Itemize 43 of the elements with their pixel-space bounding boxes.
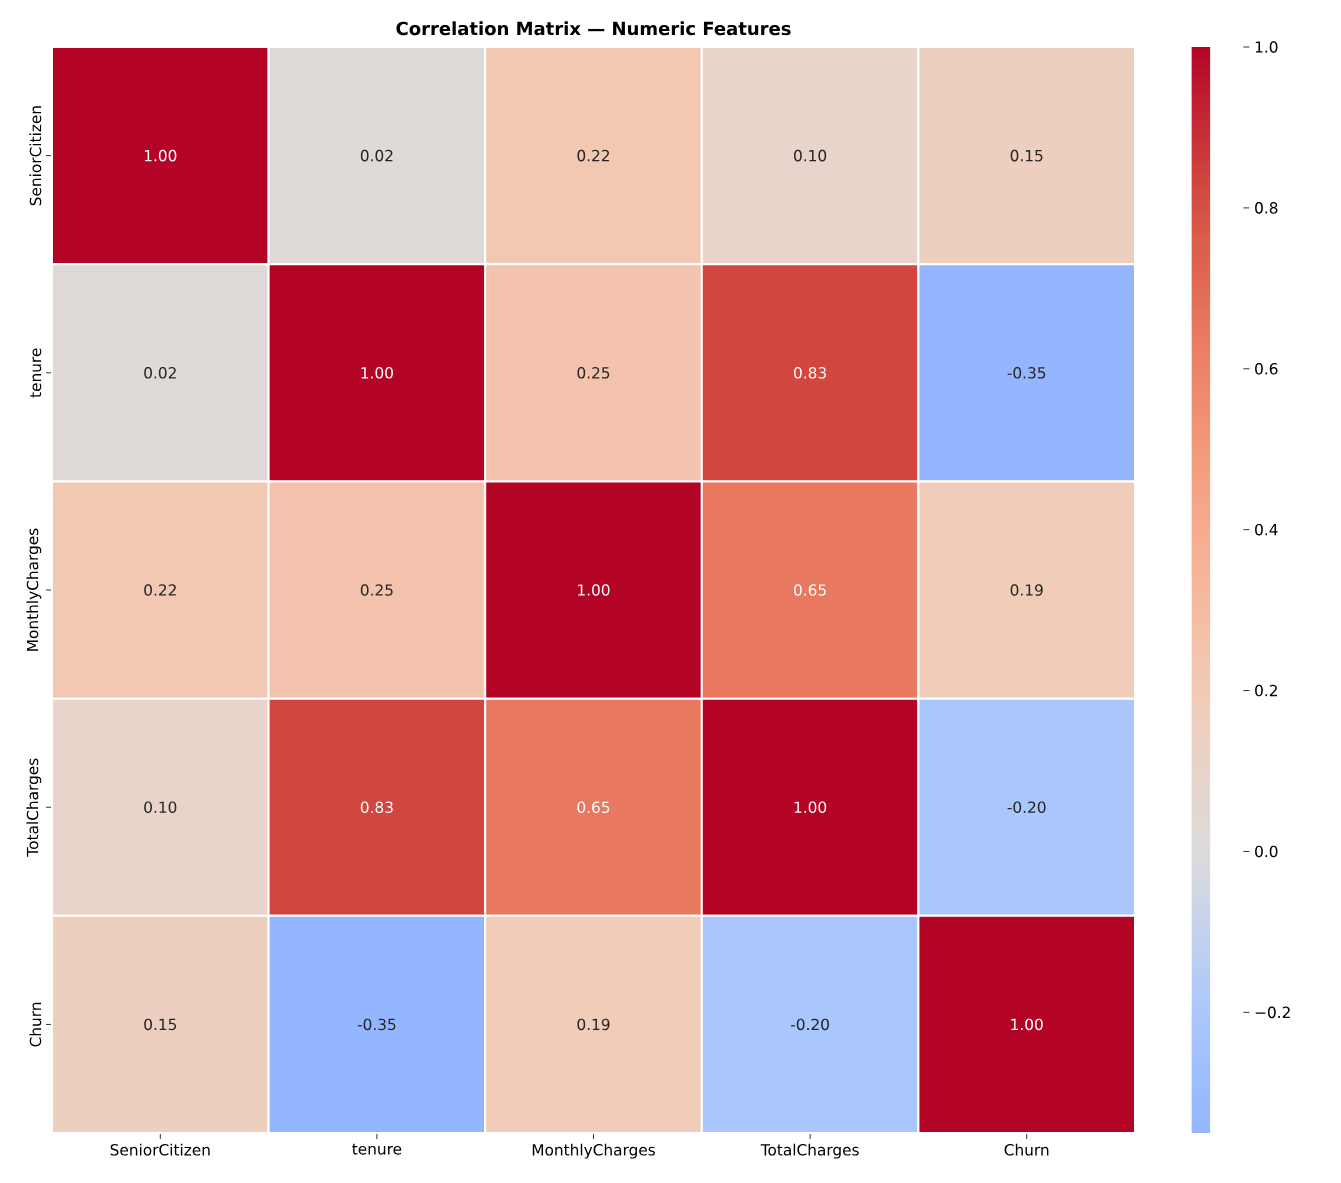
data-label: -0.20 xyxy=(791,1018,829,1031)
color-bar-label: 0.8 xyxy=(1255,202,1278,214)
x-tick-label: TotalCharges xyxy=(760,1143,859,1159)
data-label: 0.65 xyxy=(577,801,610,814)
x-tick-label: MonthlyCharges xyxy=(532,1143,655,1159)
y-tick-label: TotalCharges xyxy=(26,758,42,857)
data-label: 1.00 xyxy=(144,149,177,162)
data-label: 0.83 xyxy=(794,367,826,379)
data-label: 0.65 xyxy=(794,584,826,596)
data-label: 1.00 xyxy=(1011,1018,1043,1031)
data-label: -0.35 xyxy=(357,1018,396,1031)
data-label: 0.10 xyxy=(794,149,827,162)
data-label: 0.19 xyxy=(577,1018,610,1031)
data-label: 0.02 xyxy=(360,149,393,162)
y-tick-label: tenure xyxy=(30,348,42,398)
data-label: 0.02 xyxy=(144,367,176,379)
data-label: 0.15 xyxy=(144,1018,177,1031)
data-label: 0.25 xyxy=(360,584,393,596)
y-tick-label: MonthlyCharges xyxy=(26,528,42,651)
x-tick-label: SeniorCitizen xyxy=(110,1143,210,1156)
data-label: 0.22 xyxy=(144,584,176,596)
data-label: 1.00 xyxy=(578,584,610,596)
color-bar-label: 1.0 xyxy=(1255,41,1278,53)
x-tick-label: Churn xyxy=(1004,1143,1049,1156)
color-bar-label: −0.2 xyxy=(1255,1006,1290,1019)
data-label: 1.00 xyxy=(361,367,393,379)
data-label: -0.20 xyxy=(1007,801,1046,814)
y-tick-label: SeniorCitizen xyxy=(29,106,42,206)
color-bar-label: 0.4 xyxy=(1255,523,1278,536)
data-label: 0.25 xyxy=(577,367,610,379)
data-label: 0.15 xyxy=(1010,149,1043,162)
data-label: 0.22 xyxy=(577,149,610,162)
color-bar-label: 0.6 xyxy=(1255,362,1278,375)
data-label: 1.00 xyxy=(794,801,827,814)
x-tick-label: tenure xyxy=(352,1143,402,1155)
chart-title: Correlation Matrix — Numeric Features xyxy=(396,21,791,36)
data-label: -0.35 xyxy=(1007,367,1046,379)
color-bar-label: 0.0 xyxy=(1255,845,1278,858)
data-label: 0.83 xyxy=(360,801,393,814)
data-label: 0.19 xyxy=(1010,584,1043,596)
color-bar-label: 0.2 xyxy=(1255,684,1277,697)
y-tick-label: Churn xyxy=(29,1002,42,1047)
data-label: 0.10 xyxy=(144,801,177,814)
